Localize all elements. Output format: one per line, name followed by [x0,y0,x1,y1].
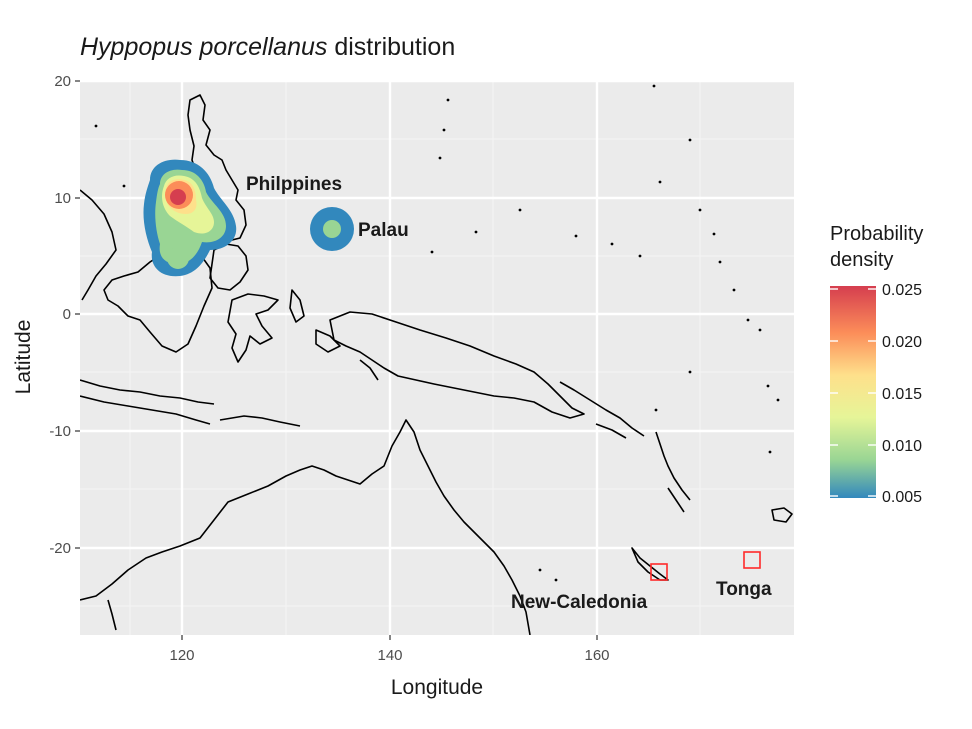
legend-tick-label: 0.005 [882,489,922,506]
minor-grid [80,80,794,635]
x-tick-label: 120 [169,647,194,664]
legend-tick-label: 0.025 [882,282,922,299]
x-tick-labels: 120 140 160 [169,647,609,664]
marker-new-caledonia [650,563,668,581]
legend-title-line2: density [830,249,893,271]
y-tick-label: 10 [54,190,71,207]
y-tick-label: 20 [54,73,71,90]
label-new-caledonia: New-Caledonia [511,592,648,613]
x-tick-label: 160 [584,647,609,664]
y-tick-label: -10 [49,423,71,440]
map-title: Hyppopus porcellanus distribution [80,33,455,61]
y-tick-label: -20 [49,540,71,557]
legend-tick-label: 0.010 [882,438,922,455]
y-tick-labels: 20 10 0 -10 -20 [49,73,71,557]
legend-title-line1: Probability [830,223,923,245]
legend-tick-marks [830,288,876,497]
y-axis-title: Latitude [12,320,35,395]
legend-tick-label: 0.015 [882,386,922,403]
label-philippines: Philppines [246,174,342,195]
density-contours [143,159,354,277]
label-tonga: Tonga [716,579,772,600]
legend-tick-label: 0.020 [882,334,922,351]
x-tick-marks [181,635,598,640]
small-islands [94,84,780,582]
x-axis-title: Longitude [391,676,483,699]
label-palau: Palau [358,220,409,241]
y-tick-marks [75,80,80,549]
legend: Probability density 0.025 0.020 0.015 0.… [830,223,923,506]
y-tick-label: 0 [63,306,71,323]
occurrence-markers [650,551,761,581]
marker-tonga [743,551,761,569]
legend-colorbar [830,286,876,498]
x-tick-label: 140 [377,647,402,664]
